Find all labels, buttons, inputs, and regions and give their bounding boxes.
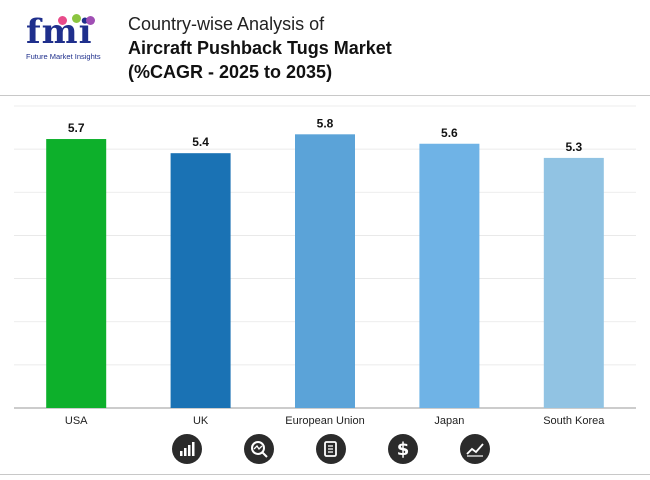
footer-divider — [0, 474, 650, 475]
logo-subtitle: Future Market Insights — [26, 52, 101, 61]
data-label: 5.7 — [68, 121, 85, 135]
data-label: 5.3 — [565, 140, 582, 154]
chart-title-line3: (%CAGR - 2025 to 2035) — [128, 62, 333, 82]
x-tick-label: South Korea — [543, 415, 605, 427]
bar-usa — [46, 139, 107, 408]
x-tick-label: European Union — [285, 415, 365, 427]
dollar-icon[interactable]: $ — [388, 434, 418, 464]
logo-dot-purple — [86, 16, 95, 25]
report-document-icon[interactable] — [316, 434, 346, 464]
x-tick-label: UK — [193, 415, 209, 427]
bar-uk — [170, 153, 231, 408]
x-tick-label: Japan — [434, 415, 464, 427]
data-label: 5.4 — [192, 135, 209, 149]
analysis-magnifier-icon[interactable] — [244, 434, 274, 464]
svg-text:$: $ — [397, 439, 410, 459]
data-label: 5.6 — [441, 126, 458, 140]
fmi-logo: fmi — [26, 12, 106, 62]
footer-icons: $ — [0, 434, 650, 470]
bar-european-union — [295, 134, 355, 408]
chart-title-line2: Aircraft Pushback Tugs Market — [128, 38, 392, 58]
growth-chart-icon[interactable] — [172, 434, 202, 464]
trend-line-icon[interactable] — [460, 434, 490, 464]
header: fmi Future Market Insights Country-wise … — [0, 0, 650, 95]
chart-title-line1: Country-wise Analysis of — [128, 14, 325, 34]
data-label: 5.8 — [317, 116, 334, 130]
header-divider — [0, 95, 650, 96]
bar-japan — [419, 143, 480, 408]
bar-south-korea — [543, 157, 604, 408]
logo-dot-pink — [58, 16, 67, 25]
bar-chart: 5.7 USA 5.4 UK 5.8 European Union 5.6 Japan 5.3 S… — [14, 105, 636, 427]
logo-dot-green — [72, 14, 81, 23]
x-tick-label: USA — [65, 415, 88, 427]
